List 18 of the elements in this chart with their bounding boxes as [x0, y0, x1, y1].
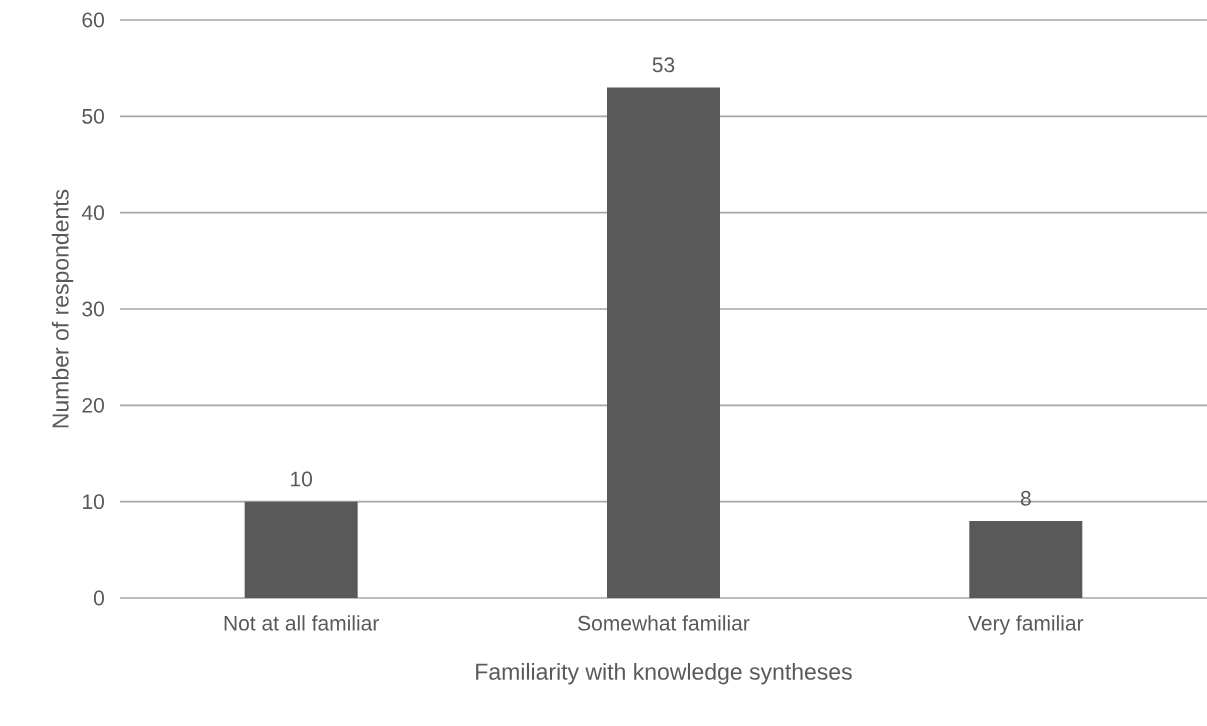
data-label: 8 — [1020, 490, 1031, 506]
data-label: 10 — [291, 471, 313, 487]
y-tick-label: 20 — [82, 397, 104, 413]
x-tick-label: Very familiar — [968, 615, 1084, 635]
x-tick-label: Somewhat familiar — [578, 615, 750, 631]
y-tick-label: 30 — [82, 301, 104, 317]
y-axis-title: Number of respondents — [51, 189, 74, 428]
y-tick-label: 10 — [83, 494, 104, 510]
x-tick-label: Not at all familiar — [224, 615, 379, 631]
bar — [969, 520, 1083, 598]
y-tick-label: 40 — [81, 205, 104, 221]
x-axis-title: Familiarity with knowledge syntheses — [476, 662, 852, 685]
bar — [606, 87, 720, 598]
y-tick-label: 0 — [93, 590, 104, 606]
y-tick-label: 60 — [82, 12, 104, 28]
y-tick-label: 50 — [82, 108, 104, 124]
data-label: 53 — [652, 57, 675, 73]
bar — [244, 501, 358, 598]
